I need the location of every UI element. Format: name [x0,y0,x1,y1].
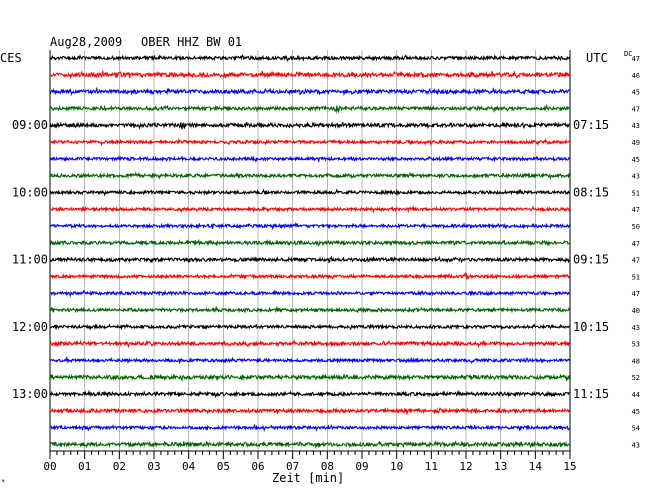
dc-value-row-1: 46 [632,72,640,80]
trace-line-row-17 [49,338,570,349]
trace-line-row-7 [49,171,571,181]
right-time-label: 11:15 [573,387,609,401]
date-label: Aug28,2009 [50,35,123,49]
trace-line-row-10 [49,221,571,230]
dc-value-row-11: 47 [632,240,640,248]
x-tick-label-09: 09 [355,460,368,473]
x-tick-label-15: 15 [563,460,576,473]
trace-line-row-22 [49,423,571,433]
dc-value-row-16: 43 [632,324,640,332]
trace-line-row-14 [49,289,570,298]
dc-value-row-2: 45 [632,89,640,97]
dc-value-row-21: 45 [632,408,640,416]
trace-line-row-1 [49,69,571,80]
x-tick-label-12: 12 [459,460,472,473]
dc-value-row-4: 43 [632,122,640,130]
dc-header-label: DC [624,50,633,58]
dc-value-row-19: 52 [632,374,640,382]
x-tick-label-06: 06 [251,460,264,473]
x-tick-label-05: 05 [217,460,230,473]
x-tick-label-03: 03 [147,460,160,473]
left-time-label: 11:00 [12,253,48,267]
x-tick-label-14: 14 [529,460,543,473]
dc-value-row-23: 43 [632,441,640,449]
trace-line-row-18 [49,356,571,365]
station-label: OBER HHZ BW 01 [141,35,243,49]
dc-value-row-10: 50 [632,223,640,231]
x-tick-label-13: 13 [494,460,507,473]
x-tick-label-00: 00 [43,460,56,473]
dc-value-row-14: 47 [632,290,640,298]
right-timezone-label: UTC [586,51,608,65]
x-tick-label-02: 02 [113,460,126,473]
trace-line-row-3 [49,103,570,114]
trace-line-row-19 [49,373,571,383]
dc-value-row-12: 47 [632,257,640,265]
dc-value-row-13: 51 [632,273,640,281]
dc-value-row-18: 48 [632,357,640,365]
left-time-label: 12:00 [12,320,48,334]
trace-line-row-2 [49,86,570,97]
right-time-label: 07:15 [573,118,609,132]
dc-value-row-20: 44 [632,391,640,399]
x-tick-label-08: 08 [321,460,334,473]
left-time-label: 13:00 [12,387,48,401]
trace-line-row-16 [49,323,571,331]
left-time-label: 09:00 [12,118,48,132]
trace-line-row-23 [49,440,570,450]
right-time-label: 08:15 [573,185,609,199]
trace-line-row-21 [49,406,570,415]
dc-value-row-7: 43 [632,173,640,181]
dc-value-row-3: 47 [632,105,640,113]
trace-line-row-4 [49,121,570,130]
trace-line-row-12 [49,255,571,264]
dc-value-row-8: 51 [632,189,640,197]
trace-line-row-13 [49,271,571,280]
dc-value-row-17: 53 [632,341,640,349]
dc-value-row-15: 40 [632,307,640,315]
x-tick-label-04: 04 [182,460,196,473]
trace-line-row-11 [49,238,570,248]
dc-value-row-5: 49 [632,139,640,147]
dc-value-row-0: 47 [632,55,640,63]
trace-line-row-6 [49,155,571,164]
trace-line-row-5 [49,137,570,147]
left-timezone-label: CES [0,51,22,65]
x-tick-label-07: 07 [286,460,299,473]
x-axis-label: Zeit [min] [272,471,345,485]
left-time-label: 10:00 [12,185,48,199]
dc-value-row-6: 45 [632,156,640,164]
dc-value-row-9: 47 [632,206,640,214]
corner-mark: * [1,478,6,486]
trace-line-row-8 [49,188,571,197]
x-tick-label-11: 11 [425,460,438,473]
right-time-label: 10:15 [573,320,609,334]
trace-line-row-15 [49,305,571,314]
trace-line-row-20 [49,389,570,399]
trace-line-row-9 [49,205,571,214]
x-tick-label-01: 01 [78,460,91,473]
x-tick-label-10: 10 [390,460,403,473]
right-time-label: 09:15 [573,253,609,267]
trace-line-row-0 [49,53,571,63]
dc-value-row-22: 54 [632,425,640,433]
